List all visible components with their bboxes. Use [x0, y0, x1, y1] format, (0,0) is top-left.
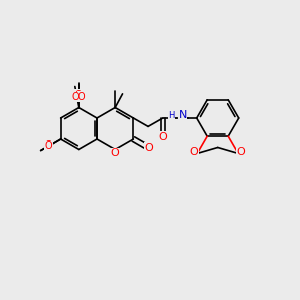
Text: O: O	[77, 92, 85, 102]
Text: O: O	[237, 148, 246, 158]
Text: O: O	[145, 143, 153, 153]
Text: N: N	[178, 110, 187, 120]
Text: O: O	[158, 132, 167, 142]
Text: O: O	[111, 148, 120, 158]
Text: H: H	[168, 110, 174, 119]
Text: O: O	[190, 148, 199, 158]
Text: O: O	[74, 90, 82, 100]
Text: O: O	[44, 141, 52, 151]
Text: O: O	[71, 92, 79, 102]
Text: O: O	[45, 140, 52, 150]
